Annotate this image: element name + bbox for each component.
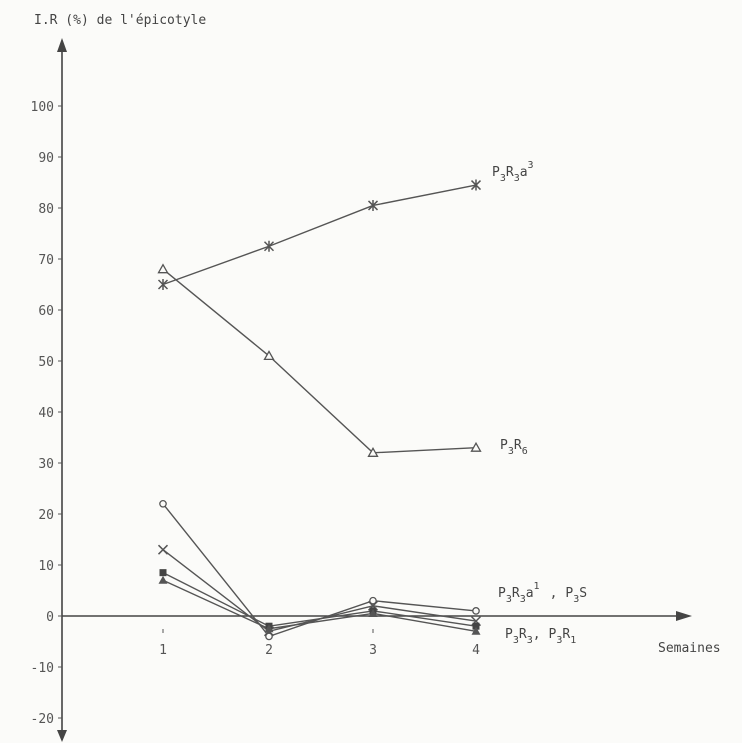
- y-tick-label: -20: [31, 712, 54, 727]
- y-tick-label: 100: [31, 100, 54, 115]
- series-line-p3r6: [162, 268, 477, 454]
- data-point-p3s: [471, 626, 481, 635]
- y-tick-label: -10: [31, 661, 54, 676]
- data-point-p3r6: [367, 446, 379, 457]
- y-axis-arrow-top: [57, 38, 67, 52]
- data-point-p3r1: [157, 544, 169, 555]
- data-point-p3s: [264, 624, 274, 633]
- y-tick-label: 70: [38, 253, 54, 268]
- series-line-p3s: [162, 579, 477, 632]
- data-point-p3r3a3: [263, 240, 275, 252]
- y-tick-label: 90: [38, 151, 54, 166]
- data-point-p3r3a3: [157, 279, 169, 290]
- x-axis-label: Semaines: [658, 641, 721, 656]
- data-point-p3r6: [157, 263, 169, 274]
- data-point-p3r3a3: [367, 199, 379, 211]
- data-point-p3r3a1: [472, 622, 480, 630]
- x-tick-label: 2: [265, 643, 273, 658]
- y-tick-label: 30: [38, 457, 54, 472]
- y-tick-label: 20: [38, 508, 54, 523]
- x-tick-label: 3: [369, 643, 377, 658]
- data-point-p3r3a1: [159, 569, 167, 577]
- data-point-p3r3: [472, 607, 480, 615]
- data-point-p3r3: [159, 499, 167, 508]
- y-tick-label: 50: [38, 355, 54, 370]
- y-axis-label: I.R (%) de l'épicotyle: [34, 13, 206, 28]
- x-axis-arrow: [676, 611, 692, 621]
- data-point-p3r3: [369, 596, 377, 605]
- x-tick-label: 4: [472, 643, 480, 658]
- data-point-p3r3: [265, 632, 273, 641]
- data-point-p3r6: [263, 350, 275, 361]
- series-lines: [162, 184, 477, 638]
- x-tick-label: 1: [159, 643, 167, 658]
- label-p3r3-p3r1: P3R3, P3R1: [505, 627, 576, 646]
- x-ticks: 1 2 3 4: [159, 629, 480, 658]
- y-axis-arrow-bottom: [57, 730, 67, 742]
- y-tick-label: 40: [38, 406, 54, 421]
- label-p3r6: P3R6: [500, 438, 528, 457]
- y-tick-label: 10: [38, 559, 54, 574]
- y-tick-label: 60: [38, 304, 54, 319]
- series-line-p3r3a1: [162, 572, 477, 627]
- y-tick-label: 0: [46, 610, 54, 625]
- data-point-p3s: [158, 575, 168, 584]
- data-point-p3s: [368, 608, 378, 617]
- series-line-p3r3a3: [162, 184, 477, 286]
- series-markers: [157, 179, 482, 641]
- data-point-p3r6: [470, 441, 482, 452]
- label-p3r3a3: P3R3a3: [492, 160, 534, 184]
- label-p3r3a1-p3s: P3R3a1, P3S: [498, 581, 587, 605]
- data-point-p3r3a3: [470, 179, 482, 191]
- y-tick-label: 80: [38, 202, 54, 217]
